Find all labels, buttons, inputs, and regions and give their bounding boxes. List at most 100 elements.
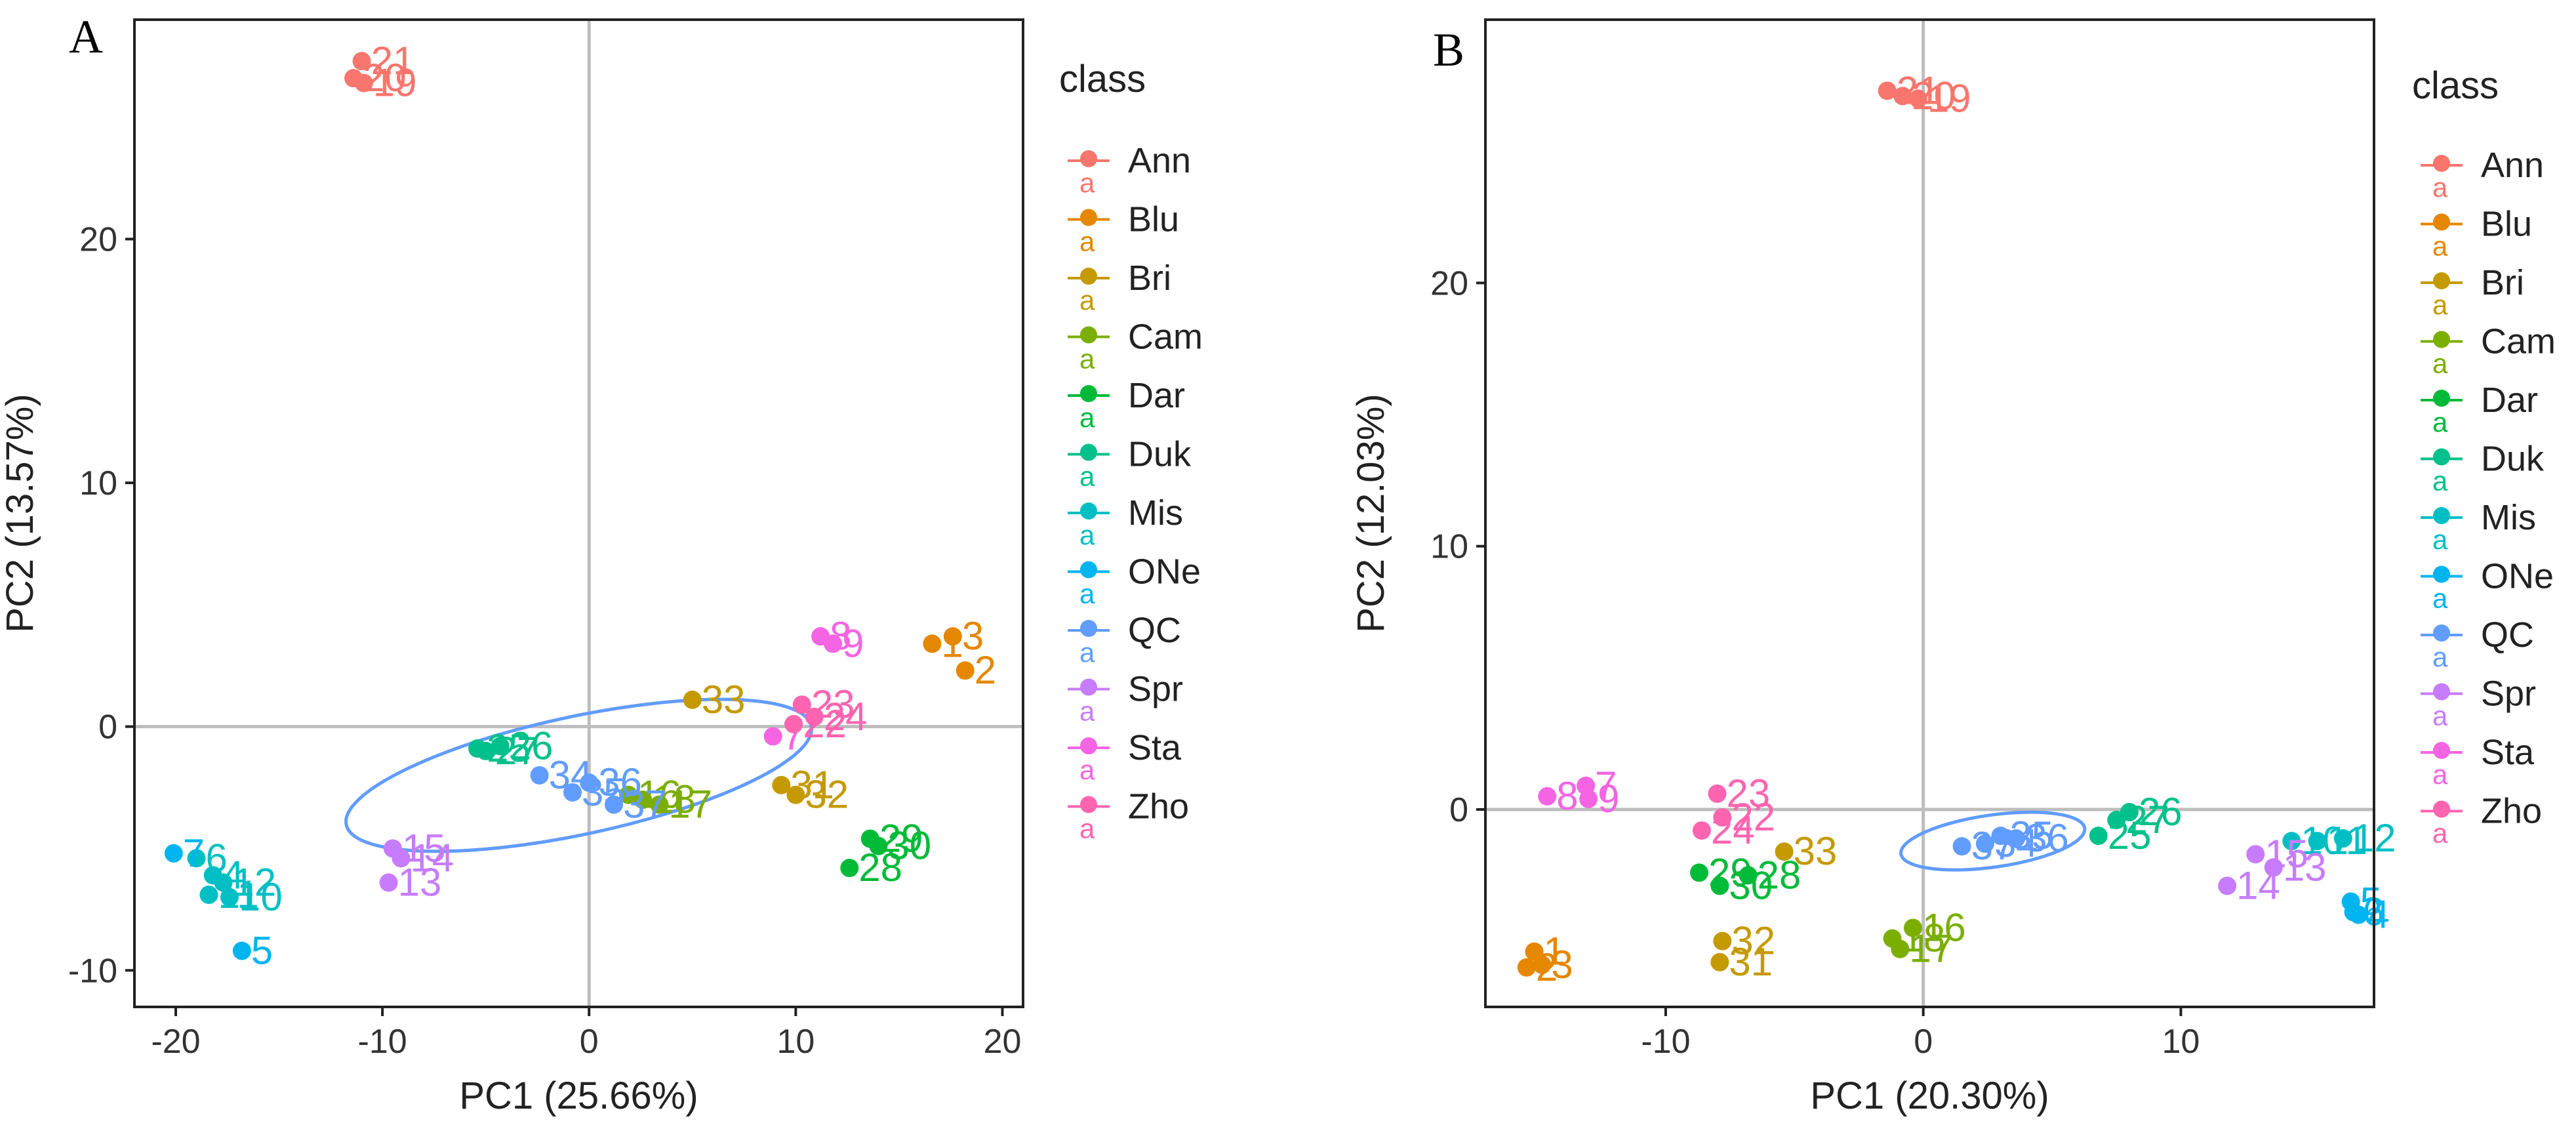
legend-key-dot bbox=[2433, 390, 2450, 407]
point-label-15: 15 bbox=[402, 826, 446, 870]
legend-label-ann: Ann bbox=[1128, 141, 1191, 180]
legend-label-blu: Blu bbox=[2481, 205, 2532, 244]
data-point-dar-28 bbox=[840, 859, 859, 878]
data-point-bri-33 bbox=[683, 690, 702, 709]
legend-label-cam: Cam bbox=[1128, 317, 1203, 357]
legend-key-glyph: a bbox=[2432, 701, 2448, 731]
data-point-spr-13 bbox=[2264, 858, 2283, 877]
data-point-one-4 bbox=[2349, 905, 2368, 924]
data-point-mis-12 bbox=[214, 873, 233, 892]
data-point-ann-21 bbox=[352, 52, 371, 71]
data-point-one-7 bbox=[164, 844, 183, 863]
data-point-ann-20 bbox=[1893, 87, 1912, 106]
point-label-10: 10 bbox=[2301, 819, 2345, 863]
data-point-sta-9 bbox=[824, 634, 843, 653]
point-label-10: 10 bbox=[239, 875, 283, 919]
legend-key-glyph: a bbox=[2432, 583, 2448, 614]
y-tick-label: 10 bbox=[1430, 528, 1468, 566]
data-point-qc-37 bbox=[605, 795, 624, 814]
legend-label-cam: Cam bbox=[2481, 322, 2556, 361]
point-label-33: 33 bbox=[702, 678, 746, 722]
panel-label: B bbox=[1433, 24, 1464, 76]
point-label-5: 5 bbox=[251, 929, 273, 973]
point-label-17: 17 bbox=[668, 783, 712, 827]
legend-key-dot bbox=[1080, 620, 1097, 637]
legend-key-glyph: a bbox=[1079, 520, 1095, 550]
y-tick-label: -10 bbox=[68, 952, 117, 990]
panel-label: A bbox=[69, 10, 103, 63]
plot-frame bbox=[133, 18, 1024, 1008]
legend-label-sta: Sta bbox=[2481, 733, 2535, 772]
x-axis-title: PC1 (20.30%) bbox=[1810, 1074, 2049, 1117]
legend-key-glyph: a bbox=[2432, 407, 2448, 438]
data-point-mis-10 bbox=[2282, 832, 2301, 851]
point-label-19: 19 bbox=[1927, 76, 1971, 120]
point-label-30: 30 bbox=[1729, 863, 1773, 907]
data-point-zho-24 bbox=[1692, 821, 1711, 840]
point-label-12: 12 bbox=[233, 860, 277, 904]
legend-key-glyph: a bbox=[2432, 466, 2448, 497]
point-label-9: 9 bbox=[1598, 777, 1619, 821]
y-tick-label: 0 bbox=[98, 708, 117, 747]
data-point-qc-37 bbox=[1952, 837, 1971, 856]
legend-key-dot bbox=[1080, 268, 1097, 285]
data-point-sta-9 bbox=[1579, 789, 1598, 808]
point-label-22: 22 bbox=[803, 702, 847, 746]
data-point-blu-2 bbox=[1517, 958, 1536, 977]
legend-label-duk: Duk bbox=[2481, 440, 2545, 479]
point-label-37: 37 bbox=[623, 783, 667, 827]
data-point-dar-30 bbox=[1710, 876, 1729, 895]
data-point-bri-31 bbox=[1710, 952, 1729, 972]
legend-key-dot bbox=[2433, 213, 2450, 231]
point-label-32: 32 bbox=[805, 773, 849, 817]
legend-key-glyph: a bbox=[1079, 167, 1095, 198]
point-label-33: 33 bbox=[1794, 829, 1838, 873]
legend-key-glyph: a bbox=[1079, 813, 1095, 844]
point-label-3: 3 bbox=[962, 614, 984, 658]
point-label-7: 7 bbox=[183, 831, 205, 875]
legend-label-dar: Dar bbox=[1128, 376, 1185, 415]
legend-key-dot bbox=[1080, 678, 1097, 696]
y-tick-label: 20 bbox=[1430, 264, 1468, 302]
data-point-zho-24 bbox=[805, 707, 824, 726]
y-tick-label: 20 bbox=[79, 220, 117, 258]
data-point-mis-12 bbox=[2333, 829, 2352, 848]
legend-title: class bbox=[1059, 58, 1146, 100]
point-label-32: 32 bbox=[1731, 919, 1775, 963]
data-point-dar-28 bbox=[1739, 866, 1758, 885]
legend: class a Ann a Blu a Bri a Cam a Dar a Duk a Mis a ONe a QC… bbox=[1059, 58, 1203, 844]
point-label-26: 26 bbox=[510, 724, 553, 767]
legend-key-dot bbox=[1080, 385, 1097, 402]
y-tick-label: 0 bbox=[1449, 791, 1468, 829]
data-point-duk-26 bbox=[491, 737, 510, 756]
legend-key-glyph: a bbox=[1079, 402, 1095, 433]
legend-label-sta: Sta bbox=[1128, 728, 1182, 767]
plot-area bbox=[1485, 20, 2374, 1007]
point-label-28: 28 bbox=[1758, 853, 1801, 897]
x-tick-label: 10 bbox=[776, 1023, 815, 1061]
data-point-mis-11 bbox=[199, 886, 218, 905]
x-tick-label: 0 bbox=[1914, 1023, 1933, 1061]
panel-a: A212019132333132161817293028252726641211… bbox=[0, 10, 1203, 1117]
legend-key-dot bbox=[2433, 683, 2450, 701]
point-label-24: 24 bbox=[824, 695, 868, 739]
legend-key-glyph: a bbox=[1079, 696, 1095, 727]
data-point-qc-35 bbox=[1991, 827, 2010, 846]
legend-key-dot bbox=[2433, 331, 2450, 348]
data-point-cam-16 bbox=[1903, 918, 1922, 937]
point-label-22: 22 bbox=[1731, 795, 1775, 839]
data-point-bri-33 bbox=[1775, 842, 1794, 861]
data-point-qc-36 bbox=[2007, 829, 2026, 848]
legend-label-one: ONe bbox=[2481, 557, 2554, 596]
data-point-qc-34 bbox=[1975, 834, 1994, 853]
legend-label-blu: Blu bbox=[1128, 200, 1179, 239]
data-point-blu-3 bbox=[943, 627, 962, 646]
legend: class a Ann a Blu a Bri a Cam a Dar a Duk a Mis a ONe a QC… bbox=[2412, 64, 2556, 849]
legend-key-dot bbox=[1080, 209, 1097, 226]
point-label-26: 26 bbox=[2139, 790, 2183, 834]
data-point-dar-30 bbox=[869, 836, 888, 855]
data-point-blu-3 bbox=[1533, 955, 1552, 974]
legend-key-dot bbox=[1080, 796, 1097, 813]
